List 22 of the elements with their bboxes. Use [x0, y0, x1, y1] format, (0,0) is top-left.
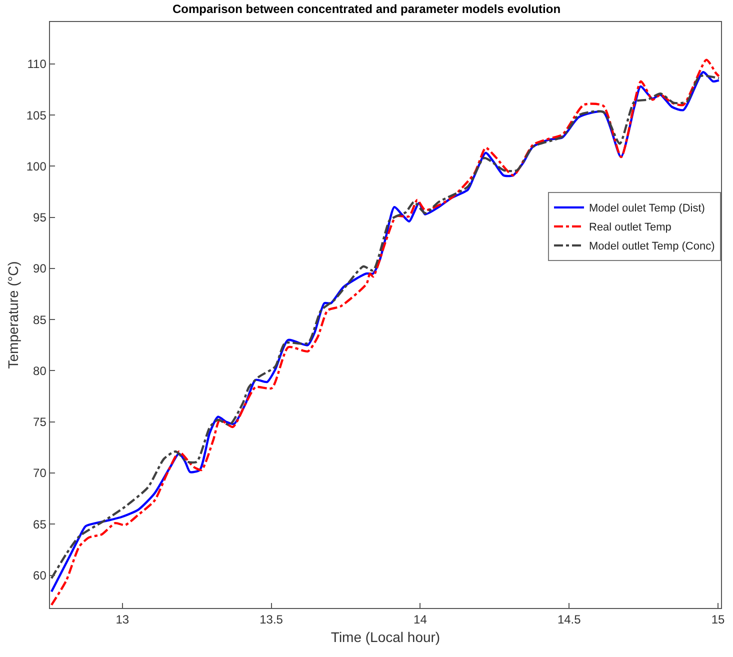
- legend-label: Real outlet Temp: [589, 222, 672, 234]
- y-tick-label: 60: [33, 568, 47, 582]
- x-tick-label: 14: [414, 612, 428, 627]
- x-tick-label: 15: [711, 612, 726, 627]
- y-tick-label: 75: [33, 415, 47, 430]
- chart-title: Comparison between concentrated and parameter models evolution: [172, 2, 561, 16]
- y-tick-label: 70: [33, 466, 47, 480]
- legend-label: Model oulet Temp (Dist): [589, 202, 705, 215]
- x-tick-label: 13: [116, 612, 130, 627]
- y-tick-label: 100: [26, 159, 47, 174]
- y-tick-label: 85: [33, 312, 47, 327]
- y-tick-label: 95: [33, 210, 47, 225]
- y-tick-label: 80: [33, 364, 47, 378]
- x-tick-label: 13.5: [260, 612, 284, 627]
- y-axis-title: Temperature (°C): [5, 261, 22, 369]
- y-tick-label: 90: [33, 262, 47, 276]
- x-axis-title: Time (Local hour): [330, 628, 440, 645]
- y-tick-label: 110: [27, 57, 47, 72]
- legend-label: Model outlet Temp (Conc): [589, 240, 715, 253]
- x-tick-label: 14.5: [557, 612, 582, 627]
- y-tick-label: 105: [26, 108, 47, 122]
- y-tick-label: 65: [33, 517, 47, 532]
